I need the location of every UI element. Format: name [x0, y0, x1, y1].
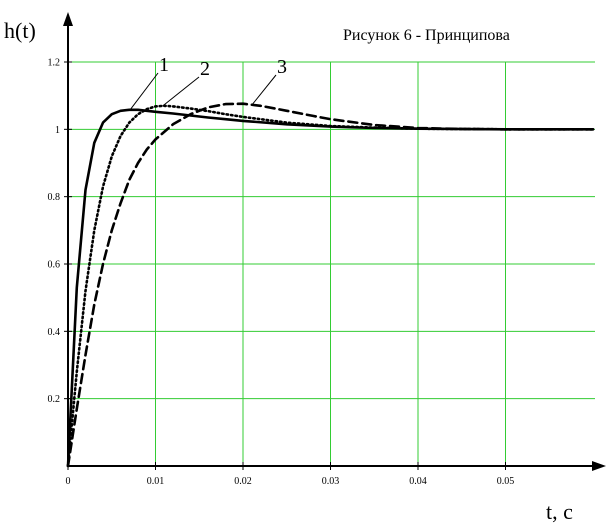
x-tick-label: 0.04 [409, 476, 427, 487]
y-axis-label: h(t) [4, 18, 36, 43]
callout-leader-2 [162, 76, 200, 107]
tick-labels: 0.2 0.4 0.6 0.8 1 1.2 0 0.01 0.02 0.03 0.04 0.05 [48, 57, 515, 487]
grid [68, 61, 595, 466]
callout-leader-1 [129, 72, 159, 111]
series-line-2 [66, 104, 595, 468]
y-tick-label: 0.2 [48, 394, 61, 405]
y-axis-arrow [63, 12, 73, 26]
callout-label-3: 3 [277, 56, 287, 78]
x-tick-label: 0.01 [147, 476, 165, 487]
x-tick-label: 0 [66, 476, 71, 487]
series-group [66, 102, 595, 468]
y-tick-label: 0.4 [48, 327, 61, 338]
y-tick-label: 0.8 [48, 192, 61, 203]
x-axis-label: t, c [546, 499, 573, 524]
x-tick-label: 0.05 [497, 476, 515, 487]
x-tick-label: 0.02 [234, 476, 252, 487]
x-tick-label: 0.03 [322, 476, 340, 487]
x-axis-arrow [592, 461, 606, 471]
y-tick-label: 1 [55, 125, 60, 136]
curve-callouts: 1 2 3 [129, 54, 287, 111]
y-tick-label: 1.2 [48, 57, 61, 68]
series-line-3 [66, 102, 595, 468]
y-tick-label: 0.6 [48, 259, 61, 270]
callout-leader-3 [252, 74, 277, 105]
callout-label-1: 1 [159, 54, 169, 76]
figure-caption: Рисунок 6 - Принципова [343, 27, 510, 44]
callout-label-2: 2 [200, 58, 210, 80]
axes [63, 12, 606, 471]
